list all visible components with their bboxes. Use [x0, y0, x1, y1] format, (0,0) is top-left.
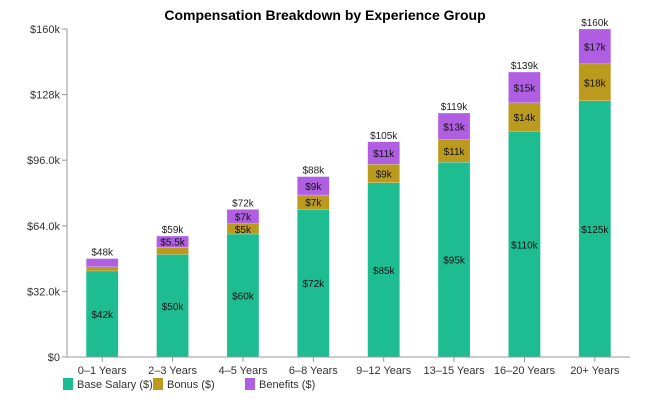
- segment-label: $60k: [232, 292, 255, 303]
- legend-label: Base Salary ($): [77, 379, 153, 391]
- total-label: $160k: [581, 18, 609, 29]
- segment-label: $95k: [443, 256, 466, 267]
- total-label: $48k: [91, 248, 114, 259]
- y-tick-label: $128k: [30, 90, 60, 102]
- bar-segment-benefits: [437, 112, 471, 140]
- bar-segment-benefits: [85, 258, 119, 268]
- segment-label: $11k: [444, 147, 466, 158]
- bar-segment-base-salary: [578, 100, 612, 358]
- x-tick-label: 20+ Years: [570, 365, 620, 377]
- segment-label: $14k: [514, 113, 537, 124]
- bar-segment-benefits: [578, 28, 612, 65]
- segment-label: $9k: [305, 182, 322, 193]
- total-label: $139k: [511, 61, 539, 72]
- bar-segment-bonus: [578, 63, 612, 101]
- x-tick-label: 6–8 Years: [289, 365, 338, 377]
- segment-label: $18k: [584, 78, 607, 89]
- total-label: $88k: [302, 166, 325, 177]
- total-label: $119k: [441, 102, 469, 113]
- x-tick-label: 2–3 Years: [148, 365, 197, 377]
- total-label: $72k: [232, 198, 255, 209]
- bar-segment-bonus: [85, 266, 119, 272]
- segment-label: $125k: [581, 225, 609, 236]
- bar-segment-benefits: [226, 209, 260, 224]
- bar-segment-bonus: [508, 102, 541, 132]
- bar-segment-benefits: [508, 71, 541, 104]
- legend-label: Bonus ($): [167, 379, 215, 391]
- x-axis: 0–1 Years 2–3 Years 4–5 Years 6–8 Years 9–12…: [67, 356, 630, 377]
- chart-title: Compensation Breakdown by Experience Gro…: [164, 7, 485, 23]
- x-tick-label: 16–20 Years: [494, 365, 556, 377]
- bar-segment-base-salary: [437, 162, 471, 358]
- segment-label: $85k: [373, 266, 396, 277]
- total-label: $59k: [162, 225, 185, 236]
- legend-swatch: [153, 378, 163, 390]
- bar-segment-benefits: [156, 235, 189, 248]
- legend: Base Salary ($) Bonus ($) Benefits ($): [63, 378, 315, 391]
- legend-swatch: [245, 378, 255, 390]
- bars: $42k$48k$50k$5.5k$59k$60k$5k$7k$72k$72k$…: [85, 18, 612, 358]
- bar-segment-benefits: [367, 141, 400, 165]
- legend-label: Benefits ($): [259, 379, 315, 391]
- segment-label: $7k: [235, 213, 252, 224]
- segment-label: $15k: [514, 83, 537, 94]
- segment-label: $13k: [443, 122, 466, 133]
- y-axis: $0 $32.0k $64.0k $96.0k $128k $160k: [27, 24, 68, 364]
- x-tick-label: 13–15 Years: [423, 365, 485, 377]
- bar-segment-base-salary: [156, 254, 189, 358]
- total-label: $105k: [370, 131, 398, 142]
- bar-segment-benefits: [297, 176, 330, 196]
- x-tick-label: 4–5 Years: [218, 365, 267, 377]
- segment-label: $42k: [91, 310, 114, 321]
- y-tick-label: $160k: [30, 24, 60, 36]
- segment-label: $50k: [162, 302, 185, 313]
- y-tick-label: $0: [48, 352, 60, 364]
- segment-label: $5k: [235, 225, 252, 236]
- segment-label: $9k: [376, 170, 393, 181]
- y-tick-label: $32.0k: [27, 286, 61, 298]
- legend-swatch: [63, 378, 73, 390]
- bar-segment-base-salary: [508, 131, 541, 358]
- segment-label: $7k: [305, 198, 322, 209]
- bar-segment-base-salary: [367, 182, 400, 358]
- y-tick-label: $96.0k: [27, 155, 61, 167]
- segment-label: $5.5k: [160, 238, 185, 249]
- segment-label: $110k: [511, 240, 539, 251]
- x-tick-label: 9–12 Years: [356, 365, 412, 377]
- segment-label: $11k: [373, 149, 395, 160]
- bar-segment-base-salary: [297, 209, 330, 358]
- x-tick-label: 0–1 Years: [78, 365, 127, 377]
- segment-label: $72k: [302, 279, 325, 290]
- segment-label: $17k: [584, 42, 607, 53]
- y-tick-label: $64.0k: [27, 221, 61, 233]
